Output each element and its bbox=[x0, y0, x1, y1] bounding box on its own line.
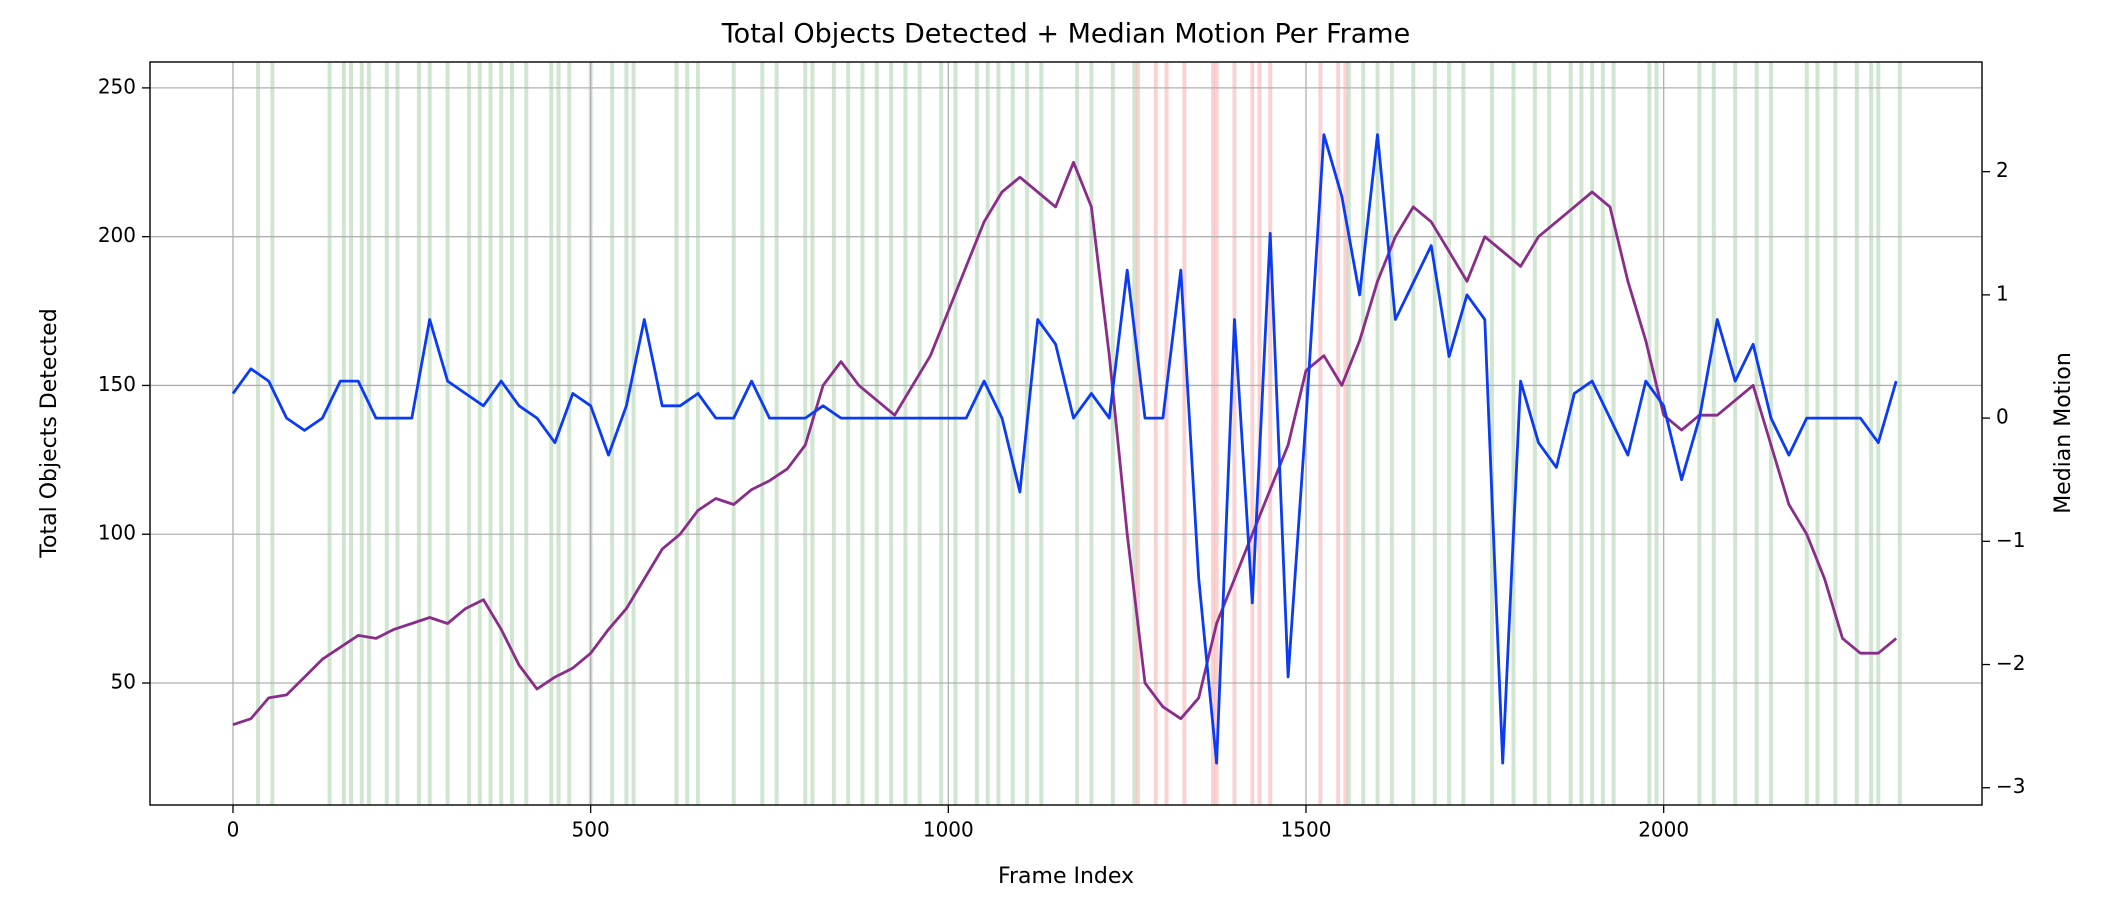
x-tick-label: 500 bbox=[572, 818, 610, 842]
y2-tick-label: −2 bbox=[1996, 651, 2025, 675]
plot-frame bbox=[149, 61, 1983, 806]
x-axis-label: Frame Index bbox=[998, 864, 1134, 889]
y-axis-label: Total Objects Detected bbox=[37, 308, 62, 558]
y2-tick-label: −1 bbox=[1996, 528, 2025, 552]
y2-tick-label: 1 bbox=[1996, 281, 2009, 305]
x-tick-label: 2000 bbox=[1638, 818, 1689, 842]
x-tick-label: 1000 bbox=[923, 818, 974, 842]
y-tick-label: 200 bbox=[98, 223, 136, 247]
y2-tick-label: 2 bbox=[1996, 158, 2009, 182]
series-line bbox=[232, 160, 1898, 727]
chart-title: Total Objects Detected + Median Motion P… bbox=[721, 19, 1410, 50]
y2-tick-label: 0 bbox=[1996, 405, 2009, 429]
y-tick-label: 100 bbox=[98, 521, 136, 545]
y2-axis-label: Median Motion bbox=[2051, 352, 2076, 514]
x-tick-label: 1500 bbox=[1281, 818, 1332, 842]
y-tick-label: 50 bbox=[111, 670, 136, 694]
y-tick-label: 250 bbox=[98, 74, 136, 98]
y2-tick-label: −3 bbox=[1996, 774, 2025, 798]
x-tick-label: 0 bbox=[227, 818, 240, 842]
y-tick-label: 150 bbox=[98, 372, 136, 396]
series-line bbox=[231, 133, 1898, 765]
